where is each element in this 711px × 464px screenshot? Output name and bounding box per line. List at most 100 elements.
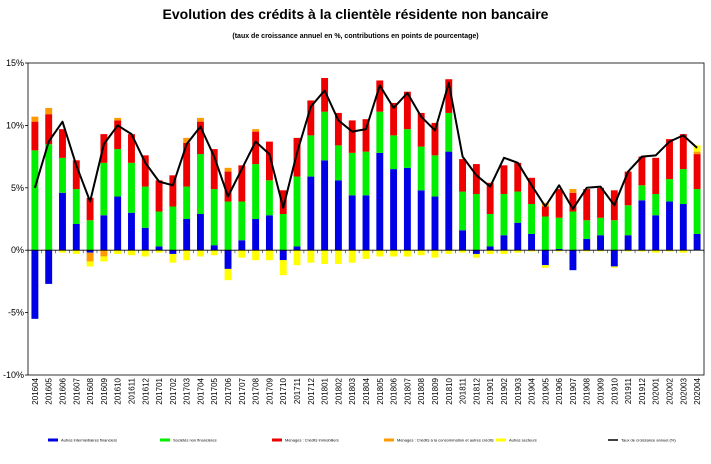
bar-segment [279, 250, 287, 261]
x-tick-label: 201811 [459, 377, 468, 404]
bar-segment [610, 266, 618, 268]
bar-segment [72, 223, 80, 251]
y-tick-label: 15% [6, 58, 24, 68]
legend-label: Sociétés non financières [173, 438, 217, 443]
bar-segment [417, 146, 425, 191]
bar-segment [693, 189, 701, 234]
bar-segment [459, 191, 467, 231]
x-tick-label: 202003 [679, 377, 688, 404]
bar-segment [610, 220, 618, 251]
bar-segment [252, 219, 260, 251]
x-tick-label: 201606 [58, 377, 67, 404]
bar-segment [210, 149, 218, 190]
bar-segment [583, 250, 591, 252]
x-tick-label: 201709 [265, 377, 274, 404]
bar-segment [459, 250, 467, 253]
bar-segment [307, 250, 315, 263]
bar-segment [431, 155, 439, 197]
bar-segment [31, 250, 39, 319]
bar-segment [128, 134, 135, 163]
legend-swatch [496, 438, 506, 442]
bar-segment [431, 196, 439, 251]
bar-segment [307, 135, 315, 177]
bar-segment [555, 189, 563, 218]
x-tick-label: 201707 [238, 377, 247, 404]
legend-label: Ménages : Crédits immobiliers [285, 438, 339, 443]
bar-segment [183, 142, 191, 187]
bar-segment [141, 227, 149, 251]
bar-segment [390, 169, 398, 251]
bar-segment [197, 250, 204, 257]
bar-segment [279, 260, 287, 276]
bar-segment [348, 120, 356, 153]
bar-segment [265, 180, 273, 216]
bar-segment [141, 155, 149, 187]
x-tick-label: 201711 [293, 377, 302, 404]
bar-segment [555, 248, 563, 251]
bar-segment [114, 149, 122, 197]
x-tick-label: 202002 [666, 377, 675, 404]
bar-segment [279, 214, 287, 251]
x-tick-label: 201806 [390, 377, 399, 404]
bar-segment [417, 190, 425, 251]
bar-segment [238, 240, 246, 251]
x-tick-label: 201609 [100, 377, 109, 404]
bar-segment [472, 250, 480, 254]
bar-segment [100, 134, 108, 163]
bar-segment [390, 102, 398, 136]
bar-segment [334, 145, 342, 181]
bar-segment [500, 165, 508, 195]
bar-segment [376, 111, 384, 153]
bar-segment [334, 250, 342, 264]
bar-segment [500, 235, 508, 251]
bar-segment [569, 189, 577, 193]
bar-segment [31, 121, 39, 151]
bar-segment [376, 152, 384, 251]
bar-segment [445, 151, 453, 251]
bar-segment [624, 171, 632, 206]
bar-segment [307, 100, 315, 136]
bar-segment [583, 238, 591, 251]
bar-segment [528, 177, 535, 205]
y-tick-label: 10% [6, 120, 24, 130]
bar-segment [252, 164, 260, 219]
x-tick-label: 201705 [210, 377, 219, 404]
bar-segment [624, 205, 632, 236]
x-tick-label: 201810 [445, 377, 454, 404]
bar-segment [376, 250, 384, 257]
x-tick-label: 201604 [31, 377, 40, 404]
bar-segment [265, 141, 273, 181]
bar-segment [183, 219, 191, 251]
bar-segment [155, 180, 163, 212]
x-tick-label: 201708 [252, 377, 261, 404]
bar-segment [169, 250, 177, 254]
bar-segment [362, 250, 370, 259]
bar-segment [514, 222, 522, 251]
x-tick-label: 201909 [597, 377, 606, 404]
x-tick-label: 201809 [431, 377, 440, 404]
bar-segment [679, 250, 687, 253]
bar-segment [265, 250, 273, 261]
y-tick-label: 5% [11, 183, 24, 193]
legend-label: Taux de croissance annuel (%) [621, 438, 676, 443]
bar-segment [31, 116, 39, 122]
bar-segment [155, 250, 163, 253]
bar-segment [224, 167, 232, 172]
legend-label: Ménages : Crédits à la consommation et a… [397, 438, 494, 443]
bar-segment [45, 144, 53, 251]
x-tick-label: 201802 [334, 377, 343, 404]
bar-segment [169, 175, 177, 207]
bar-segment [597, 187, 604, 218]
bar-segment [100, 256, 108, 262]
bar-segment [638, 200, 646, 251]
bar-segment [321, 250, 329, 264]
bar-segment [169, 206, 177, 251]
bar-segment [334, 180, 342, 251]
x-tick-label: 201704 [196, 377, 205, 404]
bar-segment [210, 189, 218, 246]
bar-segment [238, 165, 246, 202]
bar-segment [417, 250, 425, 256]
bar-segment [141, 186, 149, 228]
bar-segment [197, 214, 204, 251]
